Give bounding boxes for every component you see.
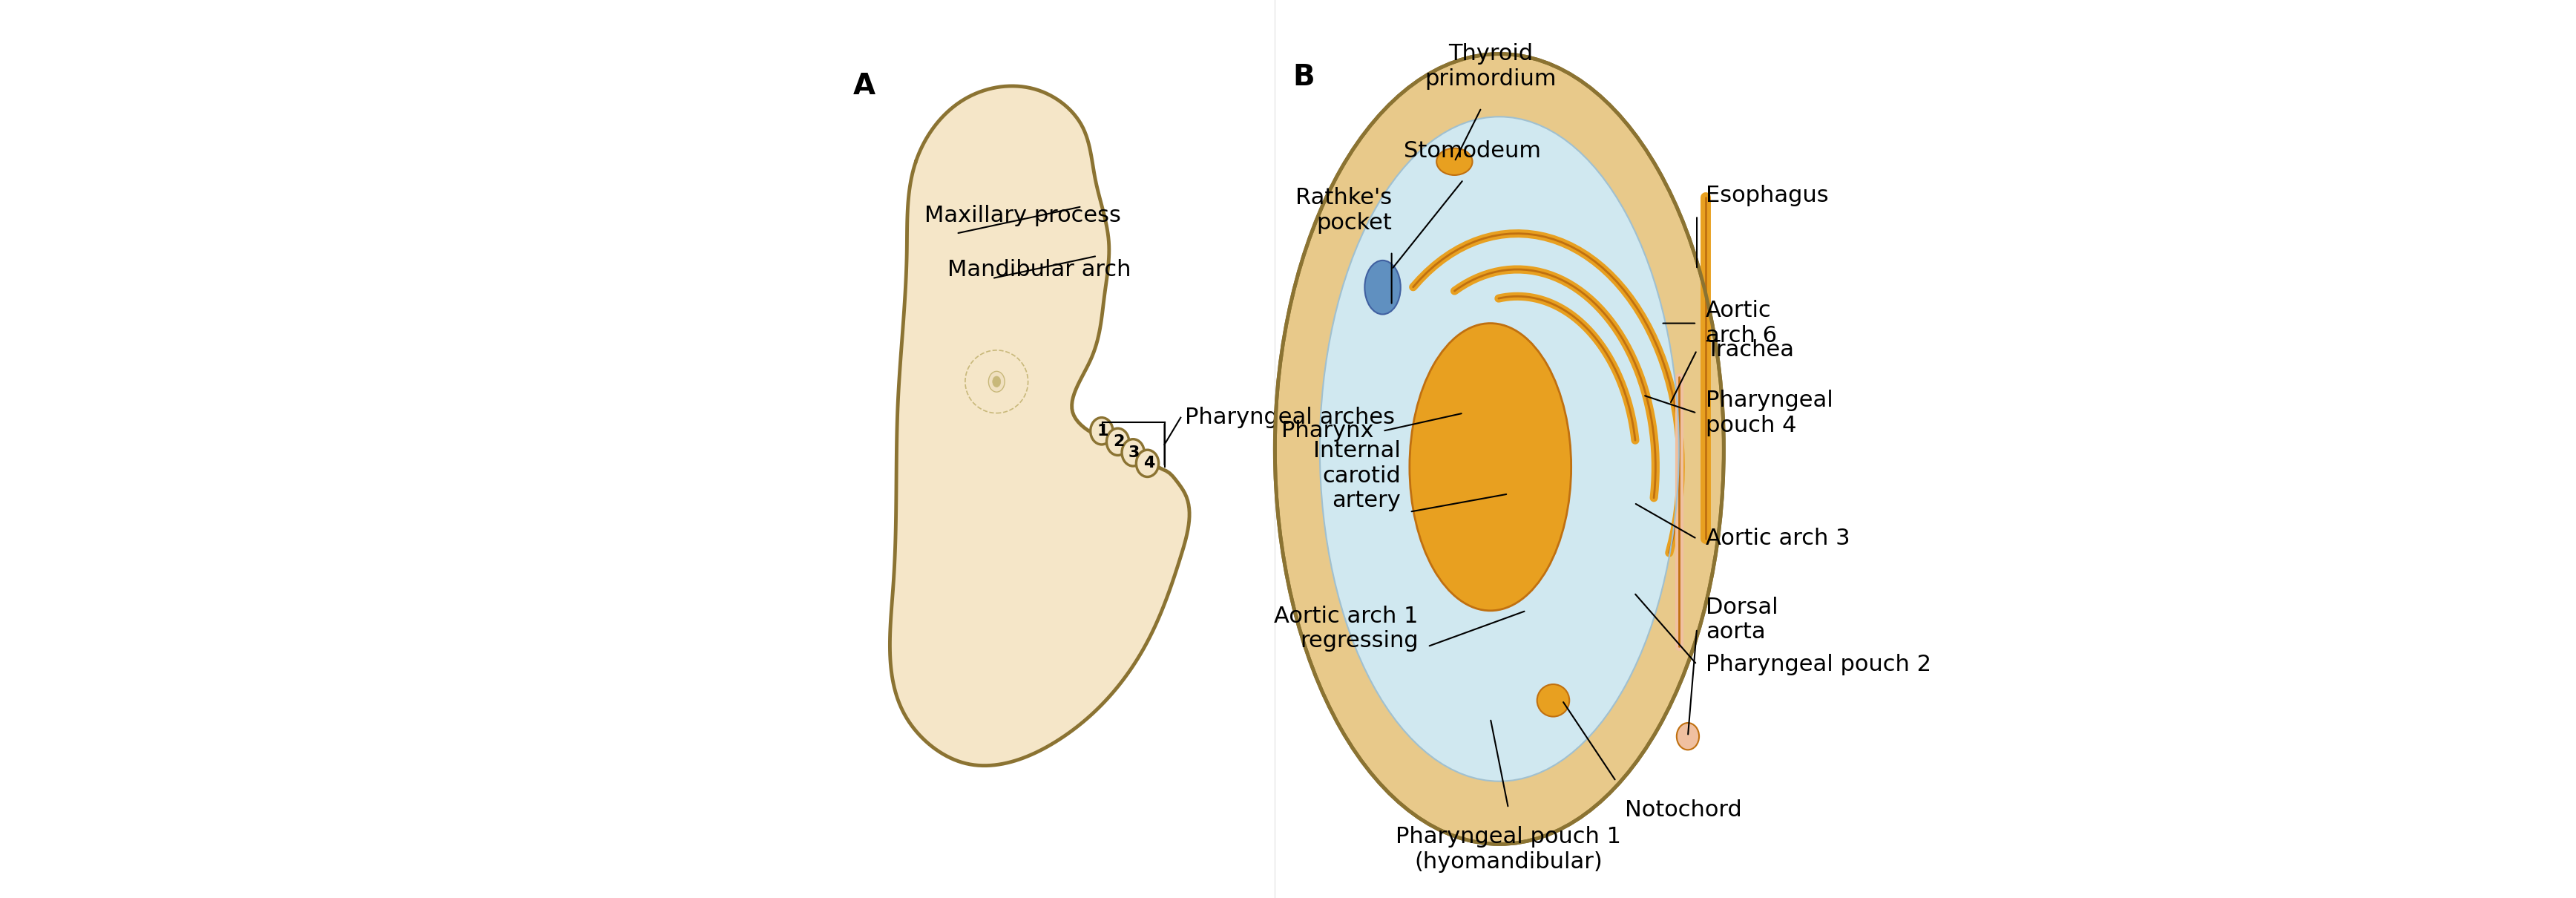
Text: Aortic arch 1
regressing: Aortic arch 1 regressing <box>1275 605 1419 652</box>
Text: Maxillary process: Maxillary process <box>925 205 1121 226</box>
Polygon shape <box>889 86 1190 766</box>
Ellipse shape <box>1105 428 1128 455</box>
Text: 3: 3 <box>1128 445 1139 460</box>
Ellipse shape <box>1090 418 1113 445</box>
Text: Pharyngeal
pouch 4: Pharyngeal pouch 4 <box>1705 390 1832 436</box>
Ellipse shape <box>1409 323 1571 611</box>
Text: Pharyngeal arches: Pharyngeal arches <box>1185 407 1394 428</box>
Text: Rathke's
pocket: Rathke's pocket <box>1296 187 1391 233</box>
Text: B: B <box>1293 63 1314 91</box>
Ellipse shape <box>989 372 1005 392</box>
Text: Aortic arch 3: Aortic arch 3 <box>1705 528 1850 550</box>
Ellipse shape <box>1435 148 1471 175</box>
Text: 1: 1 <box>1097 424 1108 438</box>
Text: Dorsal
aorta: Dorsal aorta <box>1705 596 1777 643</box>
Text: Aortic
arch 6: Aortic arch 6 <box>1705 300 1777 347</box>
Ellipse shape <box>1136 450 1159 477</box>
Text: Trachea: Trachea <box>1705 339 1793 361</box>
Ellipse shape <box>1275 54 1723 844</box>
Text: A: A <box>853 72 876 100</box>
Circle shape <box>1538 684 1569 717</box>
Text: Pharyngeal pouch 1
(hyomandibular): Pharyngeal pouch 1 (hyomandibular) <box>1396 826 1620 873</box>
Text: Pharyngeal pouch 2: Pharyngeal pouch 2 <box>1705 654 1932 675</box>
Text: Esophagus: Esophagus <box>1705 185 1829 207</box>
Text: Internal
carotid
artery: Internal carotid artery <box>1314 440 1401 512</box>
Ellipse shape <box>1121 439 1144 466</box>
Ellipse shape <box>992 376 999 387</box>
Text: Thyroid
primordium: Thyroid primordium <box>1425 43 1556 90</box>
Text: Stomodeum: Stomodeum <box>1404 140 1540 162</box>
Text: 4: 4 <box>1144 456 1154 471</box>
Ellipse shape <box>1677 723 1698 750</box>
Ellipse shape <box>1319 117 1680 781</box>
Text: Pharynx: Pharynx <box>1280 420 1373 442</box>
Text: Mandibular arch: Mandibular arch <box>948 259 1131 280</box>
Text: 2: 2 <box>1113 435 1123 449</box>
Ellipse shape <box>1365 260 1401 314</box>
Text: Notochord: Notochord <box>1625 799 1741 821</box>
